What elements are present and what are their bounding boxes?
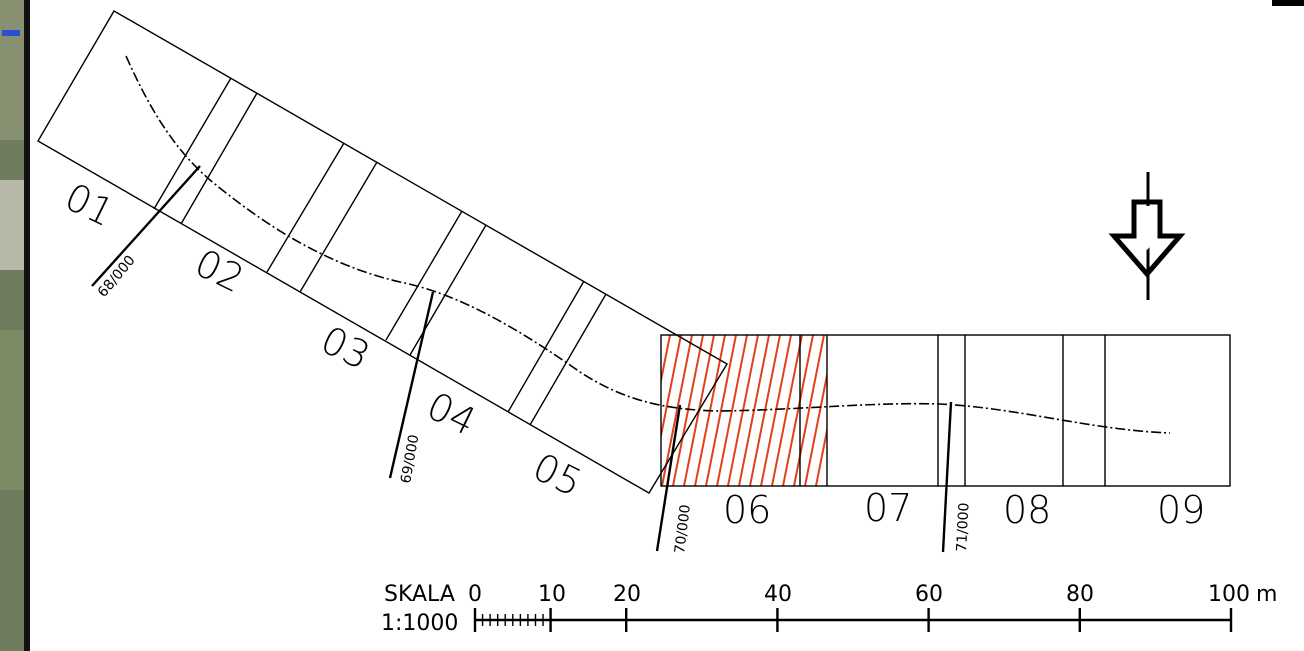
section-label-04: 04	[420, 384, 483, 445]
hatch-line	[815, 425, 827, 486]
scale-unit: m	[1256, 582, 1277, 607]
chainage-label-69: 69/000	[398, 433, 422, 484]
hatch-line	[793, 335, 825, 486]
hatch-line	[849, 335, 879, 486]
corner-mark	[1272, 0, 1304, 6]
hatch-line	[661, 335, 671, 386]
scale-tick-label-100: 100	[1208, 582, 1250, 607]
section-label-06: 06	[723, 488, 771, 532]
hatch-line	[782, 335, 814, 486]
hatch-line	[661, 335, 693, 486]
chainage-label-70: 70/000	[672, 504, 694, 555]
scale-ratio: 1:1000	[381, 611, 458, 636]
scale-tick-label-40: 40	[764, 582, 792, 607]
scale-tick-label-20: 20	[613, 582, 641, 607]
hatch-line	[838, 335, 868, 486]
hatch-line	[771, 335, 803, 486]
hatch-line	[826, 480, 827, 486]
hatch-line	[716, 335, 748, 486]
chainage-label-71: 71/000	[954, 502, 973, 552]
hatch-line	[705, 335, 737, 486]
north-arrow-icon	[1108, 172, 1186, 300]
scale-tick-label-60: 60	[915, 582, 943, 607]
section-label-02: 02	[188, 241, 251, 302]
section-label-09: 09	[1157, 488, 1205, 532]
hatch-line	[672, 335, 704, 486]
hatch-line	[804, 370, 827, 486]
hatch-line	[760, 335, 792, 486]
hatch-line	[661, 335, 682, 441]
road-centerline	[125, 55, 1171, 434]
scale-tick-label-0: 0	[468, 582, 482, 607]
scale-tick-label-10: 10	[538, 582, 566, 607]
scale-bar: SKALA 1:1000 0 10 20 40 60 80 100 m	[381, 582, 1277, 636]
left-image-strip	[0, 0, 30, 651]
section-label-08: 08	[1003, 488, 1051, 532]
section-label-07: 07	[864, 486, 912, 530]
inclined-sections	[37, 10, 728, 494]
scale-tick-label-80: 80	[1066, 582, 1094, 607]
section-label-03: 03	[314, 318, 377, 379]
scale-title: SKALA	[384, 582, 455, 607]
chainage-lines	[91, 165, 953, 553]
